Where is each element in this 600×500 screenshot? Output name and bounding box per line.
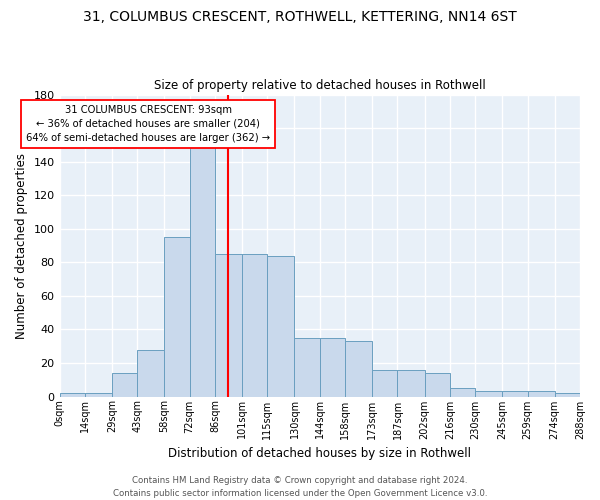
Bar [190, 145, 215, 397]
Bar [425, 373, 450, 396]
Bar [475, 392, 502, 396]
Bar [242, 254, 268, 396]
Bar [527, 392, 554, 396]
Bar [502, 392, 527, 396]
Y-axis label: Number of detached properties: Number of detached properties [15, 152, 28, 338]
Bar [295, 338, 320, 396]
Bar [268, 256, 295, 396]
Bar [59, 393, 85, 396]
Bar [85, 393, 112, 396]
Bar [215, 254, 242, 396]
Title: Size of property relative to detached houses in Rothwell: Size of property relative to detached ho… [154, 79, 485, 92]
Bar [345, 341, 372, 396]
Bar [450, 388, 475, 396]
Bar [397, 370, 425, 396]
X-axis label: Distribution of detached houses by size in Rothwell: Distribution of detached houses by size … [168, 447, 471, 460]
Text: 31, COLUMBUS CRESCENT, ROTHWELL, KETTERING, NN14 6ST: 31, COLUMBUS CRESCENT, ROTHWELL, KETTERI… [83, 10, 517, 24]
Text: 31 COLUMBUS CRESCENT: 93sqm
← 36% of detached houses are smaller (204)
64% of se: 31 COLUMBUS CRESCENT: 93sqm ← 36% of det… [26, 104, 270, 142]
Bar [320, 338, 345, 396]
Bar [112, 373, 137, 396]
Bar [372, 370, 397, 396]
Bar [554, 393, 580, 396]
Bar [137, 350, 164, 397]
Bar [164, 237, 190, 396]
Text: Contains HM Land Registry data © Crown copyright and database right 2024.
Contai: Contains HM Land Registry data © Crown c… [113, 476, 487, 498]
